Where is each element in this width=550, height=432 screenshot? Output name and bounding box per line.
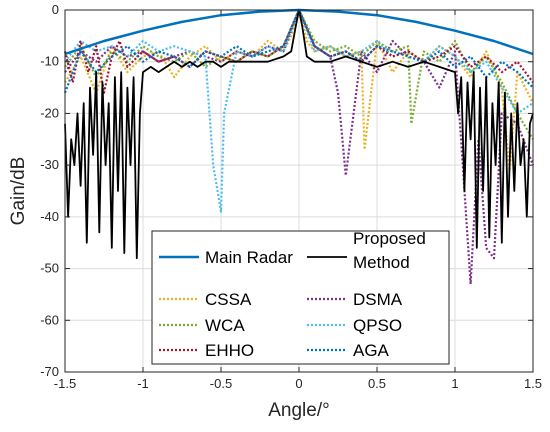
legend-label-ehho: EHHO: [205, 341, 254, 360]
x-tick-label: 0.5: [368, 376, 386, 391]
legend-label-main-radar: Main Radar: [205, 248, 293, 267]
series-line-proposed-method: [64, 9, 534, 260]
x-tick-label: -1: [137, 376, 149, 391]
series-line-ehho: [63, 8, 534, 94]
ticks: -1.5 -1 -0.5 0 0.5 1 1.5 0 -10 -20 -30 -40 -50 -60 -70: [40, 2, 542, 391]
legend-label-proposed-method: Proposed: [353, 229, 426, 248]
legend-label-aga: AGA: [353, 341, 390, 360]
legend-label-proposed-method: Method: [353, 253, 410, 272]
legend-label-cssa: CSSA: [205, 290, 252, 309]
x-axis-label: Angle/°: [268, 400, 329, 421]
x-tick-label: 0: [295, 376, 302, 391]
legend-label-wca: WCA: [205, 316, 245, 335]
legend: Main Radar Proposed Method CSSA DSMA WCA QPSO E…: [151, 229, 450, 365]
x-tick-label: -1.5: [54, 376, 76, 391]
y-tick-label: -70: [40, 364, 59, 379]
y-tick-label: 0: [52, 2, 59, 17]
legend-box: [151, 230, 450, 365]
y-tick-label: -10: [40, 54, 59, 69]
series-line-cssa: [64, 8, 534, 172]
x-tick-label: 1.5: [524, 376, 542, 391]
legend-label-dsma: DSMA: [353, 290, 403, 309]
series-line-aga: [63, 8, 534, 94]
y-tick-label: -60: [40, 312, 59, 327]
series-line-qpso: [64, 8, 534, 213]
x-tick-label: 1: [451, 376, 458, 391]
y-tick-label: -30: [40, 157, 59, 172]
y-tick-label: -50: [40, 261, 59, 276]
x-tick-label: -0.5: [210, 376, 232, 391]
legend-label-qpso: QPSO: [353, 316, 402, 335]
y-tick-label: -40: [40, 209, 59, 224]
y-axis-label: Gain/dB: [8, 157, 29, 226]
y-tick-label: -20: [40, 105, 59, 120]
